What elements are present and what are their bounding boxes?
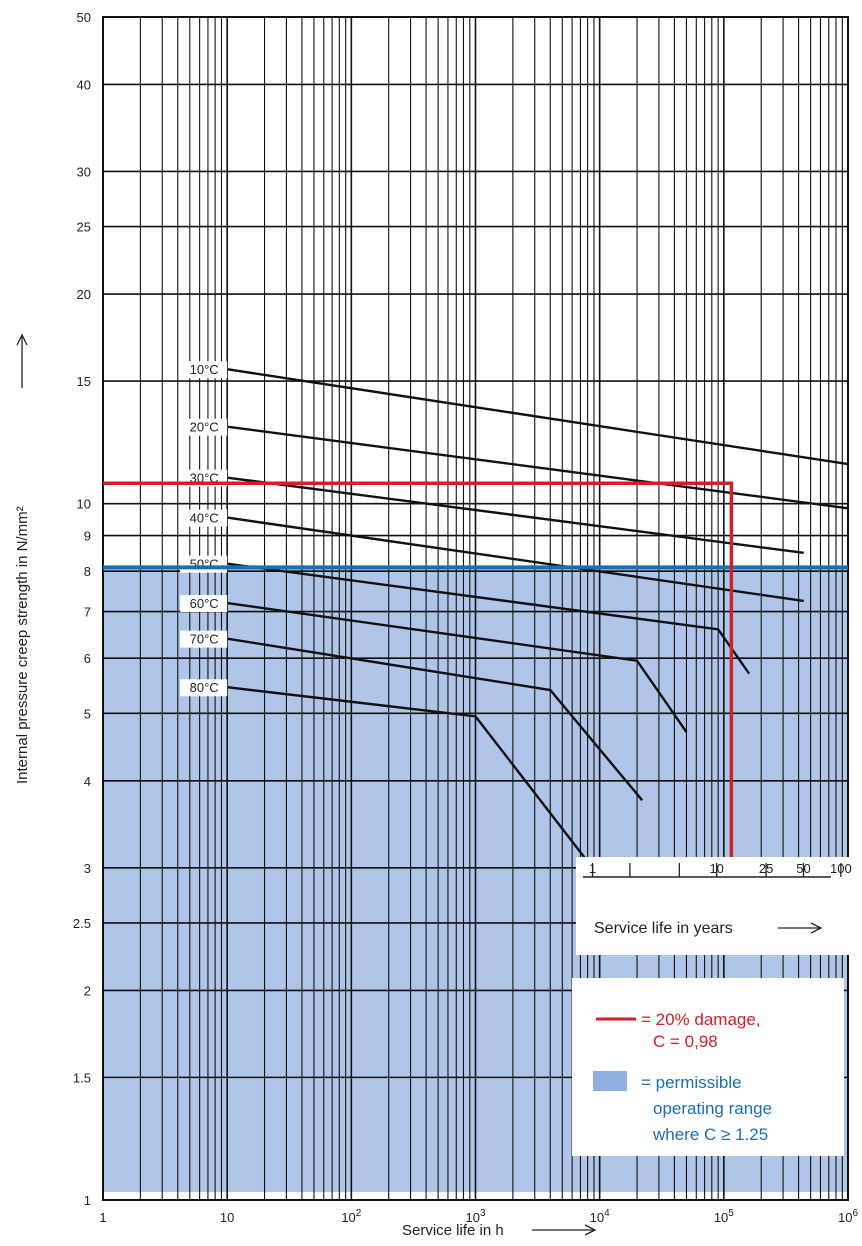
x-tick-label: 106 — [838, 1208, 858, 1225]
legend-range-swatch — [593, 1071, 627, 1091]
legend-range-line-1: = permissible — [641, 1073, 742, 1092]
series-label: 60°C — [190, 596, 219, 611]
y-tick-label: 40 — [77, 77, 91, 92]
years-tick-label: 1 — [589, 861, 596, 876]
years-tick-label: 25 — [759, 861, 773, 876]
x-tick-label: 102 — [341, 1208, 361, 1225]
y-tick-label: 2.5 — [73, 916, 91, 931]
series-label: 50°C — [190, 557, 219, 572]
x-axis-label: Service life in h — [402, 1222, 504, 1239]
series-label: 70°C — [190, 632, 219, 647]
y-tick-label: 7 — [84, 605, 91, 620]
y-tick-label: 1.5 — [73, 1070, 91, 1085]
y-tick-label: 2 — [84, 983, 91, 998]
y-axis-arrow — [17, 335, 27, 388]
y-tick-label: 50 — [77, 10, 91, 25]
x-axis-arrow — [532, 1225, 595, 1235]
y-tick-label: 1 — [84, 1193, 91, 1208]
y-tick-label: 8 — [84, 564, 91, 579]
years-tick-label: 50 — [796, 861, 810, 876]
legend-damage-line-2: C = 0,98 — [653, 1032, 718, 1051]
years-scale-box: 1 10 25 50 100 Service life in years — [576, 857, 852, 955]
series-line — [227, 369, 848, 464]
y-tick-label: 10 — [77, 497, 91, 512]
x-tick-label: 104 — [590, 1208, 610, 1225]
years-axis-label: Service life in years — [594, 920, 733, 937]
series-label: 40°C — [190, 511, 219, 526]
y-tick-label: 15 — [77, 374, 91, 389]
series-line — [227, 427, 848, 509]
x-tick-label: 10 — [220, 1210, 234, 1225]
series-label: 20°C — [190, 420, 219, 435]
y-axis-label: Internal pressure creep strength in N/mm… — [14, 506, 31, 784]
x-tick-label: 105 — [714, 1208, 734, 1225]
legend-range-line-2: operating range — [653, 1099, 772, 1118]
legend: = 20% damage, C = 0,98 = permissible ope… — [572, 978, 844, 1156]
y-tick-label: 4 — [84, 774, 91, 789]
legend-damage-line-1: = 20% damage, — [641, 1010, 761, 1029]
series-label: 10°C — [190, 362, 219, 377]
x-tick-label: 1 — [99, 1210, 106, 1225]
series-label: 80°C — [190, 680, 219, 695]
y-tick-label: 20 — [77, 287, 91, 302]
y-tick-label: 9 — [84, 529, 91, 544]
y-tick-label: 6 — [84, 651, 91, 666]
y-tick-label: 3 — [84, 861, 91, 876]
y-tick-label: 30 — [77, 164, 91, 179]
years-tick-label: 10 — [709, 861, 723, 876]
years-tick-label: 100 — [830, 861, 852, 876]
y-tick-label: 25 — [77, 220, 91, 235]
y-tick-label: 5 — [84, 706, 91, 721]
legend-range-line-3: where C ≥ 1.25 — [652, 1125, 768, 1144]
